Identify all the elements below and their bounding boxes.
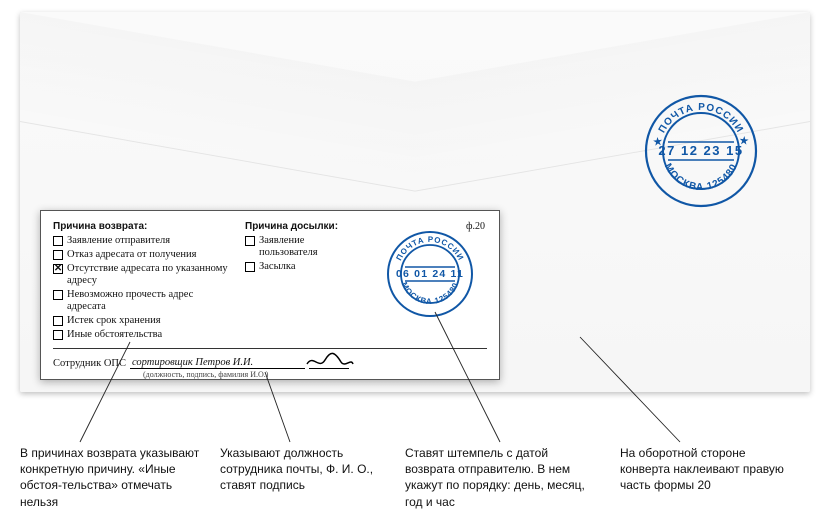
postmark-small-date: 06 01 24 11 [396,268,464,280]
return-item: Заявление отправителя [53,235,231,247]
checkbox [53,250,63,260]
return-heading: Причина возврата: [53,221,231,232]
return-reasons-col: Причина возврата: Заявление отправителя … [53,221,231,344]
checkbox [245,236,255,246]
postmark-small: ПОЧТА РОССИИ МОСКВА 125480 06 01 24 11 [385,229,507,319]
checkbox-checked: ✕ [53,264,63,274]
envelope-flap-left [20,12,415,192]
checkbox [53,290,63,300]
return-item: Иные обстоятельства [53,329,231,341]
checkbox [53,236,63,246]
return-item: Истек срок хранения [53,315,231,327]
employee-hint: (должность, подпись, фамилия И.О.) [143,370,487,379]
checkbox [53,330,63,340]
diagram-stage: ★ ПОЧТА РОССИИ ★ МОСКВА 125480 27 12 23 … [0,0,830,530]
employee-value: сортировщик Петров И.И. [130,357,305,369]
checkbox [53,316,63,326]
checkbox [245,262,255,272]
employee-label: Сотрудник ОПС [53,358,126,369]
return-item: Отказ адресата от получения [53,249,231,261]
postmark-small-bottom: МОСКВА 125480 [400,281,461,306]
caption-1: В причинах возврата указывают конкретную… [20,445,200,510]
caption-2: Указывают должность сотрудника почты, Ф.… [220,445,385,510]
form-20: Причина возврата: Заявление отправителя … [40,210,500,380]
return-item: Невозможно прочесть адрес адресата [53,289,231,313]
postmark-large: ★ ПОЧТА РОССИИ ★ МОСКВА 125480 27 12 23 … [642,92,760,210]
svg-text:МОСКВА 125480: МОСКВА 125480 [400,281,461,306]
form-stamp-col: ф.20 ПОЧТА РОССИИ МОСКВА 125480 [365,221,487,344]
postmark-large-bottom: МОСКВА 125480 [662,162,740,193]
forward-heading: Причина досылки: [245,221,351,232]
caption-3: Ставят штемпель с датой возврата отправи… [405,445,600,510]
forward-reasons-col: Причина досылки: Заявление пользователя … [245,221,351,344]
svg-text:МОСКВА 125480: МОСКВА 125480 [662,162,740,193]
forward-item: Заявление пользователя [245,235,351,259]
employee-row: Сотрудник ОПС сортировщик Петров И.И. [53,355,487,369]
signature [309,355,349,369]
postmark-large-date: 27 12 23 15 [658,143,743,158]
captions-row: В причинах возврата указывают конкретную… [20,445,810,510]
return-item: ✕Отсутствие адресата по указанному адрес… [53,263,231,287]
caption-4: На оборотной стороне конверта наклеивают… [620,445,795,510]
forward-item: Засылка [245,261,351,273]
